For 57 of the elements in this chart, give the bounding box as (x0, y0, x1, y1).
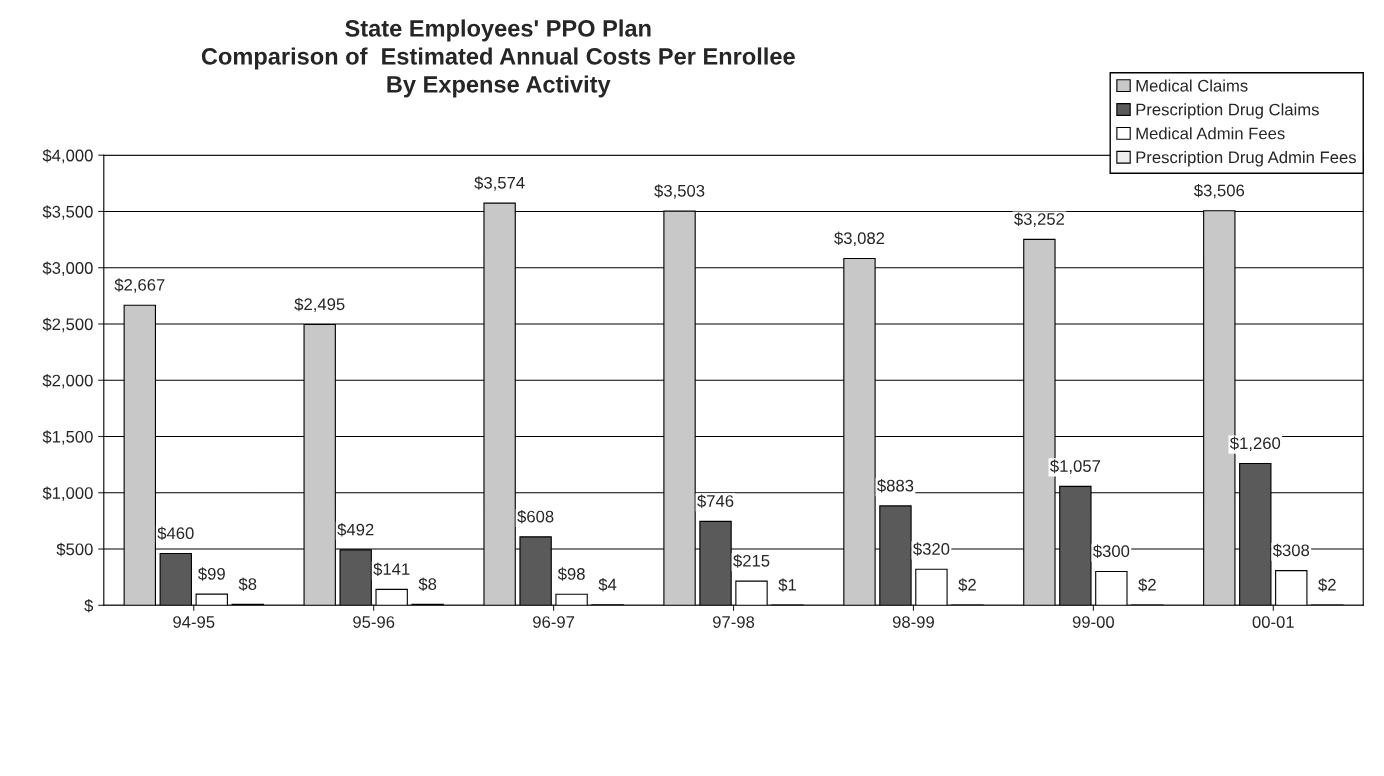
data-label: $608 (517, 509, 554, 524)
y-tick-label: $2,000 (42, 373, 93, 389)
x-tick-label: 94-95 (173, 616, 215, 628)
data-label: $3,503 (654, 184, 705, 199)
bar (1275, 570, 1308, 606)
data-label: $492 (337, 523, 374, 537)
legend-label: Medical Admin Fees (1136, 127, 1285, 140)
x-tick-label: 96-97 (533, 616, 575, 628)
data-label: $320 (913, 542, 950, 556)
x-tick-label: 97-98 (712, 616, 755, 628)
legend-label: Prescription Drug Admin Fees (1136, 151, 1356, 167)
data-label: $2 (1138, 578, 1156, 592)
data-label: $98 (557, 567, 585, 581)
y-tick-label: $4,000 (42, 148, 93, 164)
data-label: $8 (238, 577, 257, 591)
data-label: $2 (958, 578, 976, 592)
bar (375, 588, 408, 606)
x-tick-label: 00-01 (1252, 616, 1294, 628)
data-label: $3,082 (834, 231, 885, 247)
data-label: $460 (157, 526, 194, 541)
data-label: $3,252 (1014, 212, 1065, 227)
y-tick-label: $500 (56, 542, 93, 557)
data-label: $1,260 (1229, 436, 1281, 452)
data-label: $3,506 (1194, 183, 1245, 199)
bar (555, 593, 588, 606)
legend-label: Medical Claims (1136, 79, 1248, 92)
y-tick-label: $ (84, 598, 94, 613)
data-label: $883 (877, 479, 914, 493)
data-label: $300 (1093, 544, 1130, 559)
bar (195, 593, 228, 606)
data-label: $1,057 (1050, 459, 1101, 474)
data-label: $2 (1318, 578, 1336, 592)
data-label: $8 (418, 577, 437, 591)
y-tick-label: $1,000 (42, 486, 93, 501)
data-label: $746 (697, 494, 734, 508)
y-tick-label: $1,500 (42, 430, 93, 445)
data-label: $141 (373, 562, 410, 576)
y-tick-label: $3,500 (42, 205, 93, 220)
bar (159, 552, 192, 606)
bar (735, 580, 768, 606)
chart-title: State Employees' PPO Plan Comparison of Estimated Annual Costs Per Enrollee By Expense Activity (201, 19, 795, 98)
legend-label: Prescription Drug Claims (1136, 103, 1319, 119)
data-label: $99 (198, 567, 225, 581)
data-label: $308 (1272, 543, 1310, 558)
y-tick-label: $3,000 (42, 261, 93, 276)
bar (1095, 570, 1128, 606)
x-tick-label: 95-96 (353, 616, 395, 628)
bar (915, 568, 948, 606)
data-label: $2,495 (294, 297, 345, 313)
y-tick-label: $2,500 (42, 317, 93, 333)
data-label: $1 (778, 578, 796, 592)
x-tick-label: 99-00 (1072, 616, 1115, 628)
data-label: $3,574 (474, 176, 525, 191)
x-tick-label: 98-99 (892, 616, 934, 628)
data-label: $215 (733, 554, 770, 568)
data-label: $2,667 (114, 278, 165, 293)
data-label: $4 (598, 577, 617, 592)
